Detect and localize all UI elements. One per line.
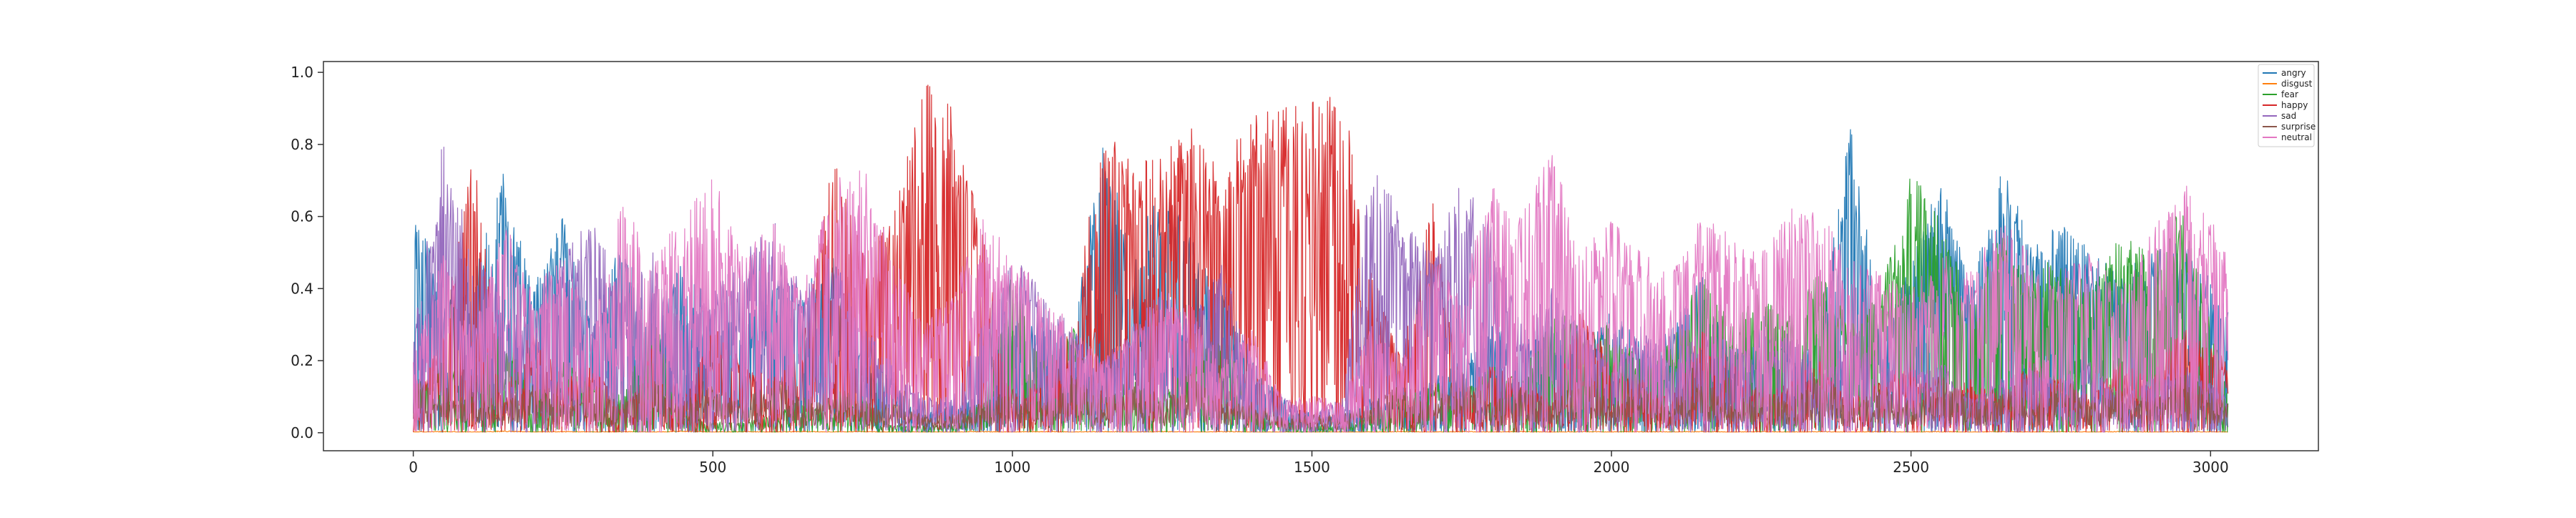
- x-tick-label: 500: [699, 459, 726, 476]
- x-tick-label: 2000: [1594, 459, 1630, 476]
- series-line-surprise: [413, 372, 2229, 430]
- x-tick-label: 1500: [1294, 459, 1330, 476]
- series-line-disgust: [413, 430, 2228, 433]
- legend-label-neutral: neutral: [2281, 132, 2312, 142]
- legend-label-surprise: surprise: [2281, 122, 2316, 132]
- legend-label-fear: fear: [2281, 89, 2298, 99]
- y-tick-label: 0.8: [291, 136, 313, 153]
- y-tick-label: 0.4: [291, 280, 313, 297]
- y-tick-label: 0.6: [291, 208, 313, 225]
- series-line-neutral: [412, 155, 2229, 433]
- y-tick-label: 1.0: [291, 64, 313, 81]
- plot-frame: [323, 61, 2319, 451]
- y-axis: 0.0 0.2 0.4 0.6 0.8 1.0: [291, 64, 323, 441]
- y-tick-label: 0.0: [291, 424, 313, 441]
- x-tick-label: 3000: [2192, 459, 2229, 476]
- x-tick-label: 1000: [994, 459, 1030, 476]
- series-line-fear: [413, 178, 2229, 433]
- y-tick-label: 0.2: [291, 352, 313, 369]
- x-tick-label: 2500: [1893, 459, 1929, 476]
- legend-label-disgust: disgust: [2281, 79, 2313, 89]
- series-layer: [412, 84, 2229, 433]
- legend-label-sad: sad: [2281, 111, 2296, 121]
- legend-label-happy: happy: [2281, 100, 2308, 110]
- x-tick-label: 0: [409, 459, 418, 476]
- legend-label-angry: angry: [2281, 68, 2306, 78]
- x-axis: 0 500 1000 1500 2000 2500 3000: [409, 451, 2229, 476]
